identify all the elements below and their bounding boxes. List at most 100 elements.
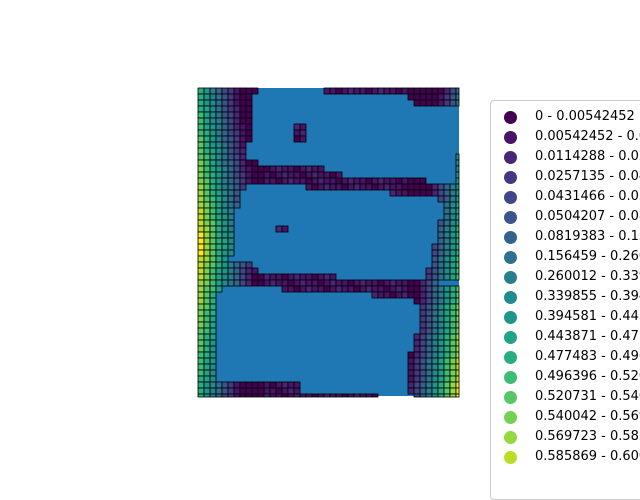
grid-cell — [443, 291, 451, 299]
grid-cell — [227, 243, 235, 251]
grid-cell — [443, 363, 451, 371]
grid-cell — [395, 291, 403, 299]
legend-label: 0.0257135 - 0.0431466 — [535, 169, 640, 184]
grid-cell — [371, 393, 379, 398]
grid-cell — [203, 135, 211, 143]
grid-cell — [221, 279, 229, 287]
grid-cell — [443, 183, 451, 191]
grid-cell — [413, 351, 421, 359]
grid-cell — [299, 285, 307, 293]
grid-cell — [233, 183, 241, 191]
grid-cell — [221, 135, 229, 143]
grid-cell — [221, 177, 229, 185]
grid-cell — [443, 339, 451, 347]
grid-cell — [437, 273, 445, 281]
grid-cell — [425, 267, 433, 275]
grid-cell — [419, 279, 427, 287]
grid-cell — [281, 171, 289, 179]
grid-cell — [275, 387, 283, 395]
legend-marker — [504, 331, 517, 344]
grid-cell — [431, 363, 439, 371]
grid-cell — [227, 261, 235, 269]
grid-cell — [371, 87, 379, 95]
grid-cell — [215, 213, 223, 221]
grid-map — [197, 87, 460, 398]
grid-cell — [443, 315, 451, 323]
grid-cell — [431, 291, 439, 299]
grid-cell — [239, 153, 247, 161]
grid-cell — [221, 153, 229, 161]
legend-label: 0.156459 - 0.260012 — [535, 249, 640, 264]
legend-marker — [504, 371, 517, 384]
grid-cell — [203, 171, 211, 179]
grid-cell — [449, 195, 457, 203]
grid-cell — [431, 309, 439, 317]
grid-cell — [437, 267, 445, 275]
grid-cell — [407, 369, 415, 377]
grid-cell — [287, 273, 295, 281]
grid-cell — [227, 87, 235, 95]
grid-cell — [449, 249, 457, 257]
grid-cell — [383, 177, 391, 185]
grid-cell — [293, 177, 301, 185]
grid-cell — [197, 93, 205, 101]
grid-cell — [449, 363, 457, 371]
grid-cell — [443, 285, 451, 293]
grid-cell — [413, 99, 421, 107]
grid-cell — [449, 99, 457, 107]
grid-cell — [389, 291, 397, 299]
grid-cell — [239, 159, 247, 167]
grid-cell — [215, 105, 223, 113]
grid-cell — [323, 393, 331, 398]
grid-cell — [215, 393, 223, 398]
grid-cell — [203, 333, 211, 341]
grid-cell — [353, 393, 361, 398]
grid-cell — [227, 381, 235, 389]
grid-cell — [455, 309, 460, 317]
grid-cell — [401, 177, 409, 185]
grid-cell — [197, 273, 205, 281]
grid-cell — [227, 183, 235, 191]
grid-cell — [341, 393, 349, 398]
grid-cell — [209, 321, 217, 329]
grid-cell — [305, 273, 313, 281]
legend-marker — [504, 231, 517, 244]
grid-cell — [203, 213, 211, 221]
grid-cell — [329, 393, 337, 398]
grid-cell — [209, 99, 217, 107]
grid-cell — [455, 327, 460, 335]
grid-cell — [209, 279, 217, 287]
grid-cell — [233, 117, 241, 125]
grid-cell — [389, 183, 397, 191]
legend: 0 - 0.00542452 0.00542452 - 0.0114288 0.01… — [490, 100, 640, 500]
grid-cell — [209, 183, 217, 191]
grid-cell — [245, 279, 253, 287]
grid-cell — [401, 285, 409, 293]
grid-cell — [197, 309, 205, 317]
grid-cell — [449, 291, 457, 299]
grid-cell — [449, 357, 457, 365]
grid-cell — [215, 159, 223, 167]
grid-cell — [455, 297, 460, 305]
grid-cell — [275, 165, 283, 173]
grid-cell — [437, 369, 445, 377]
legend-marker — [504, 151, 517, 164]
grid-cell — [431, 93, 439, 101]
grid-cell — [263, 165, 271, 173]
grid-cell — [395, 279, 403, 287]
grid-cell — [227, 117, 235, 125]
grid-cell — [287, 171, 295, 179]
grid-cell — [443, 381, 451, 389]
grid-cell — [293, 393, 301, 398]
grid-cell — [431, 243, 439, 251]
grid-cell — [233, 153, 241, 161]
grid-cell — [197, 141, 205, 149]
grid-cell — [449, 387, 457, 395]
grid-cell — [449, 321, 457, 329]
grid-cell — [227, 225, 235, 233]
grid-cell — [215, 243, 223, 251]
grid-cell — [221, 93, 229, 101]
grid-cell — [215, 387, 223, 395]
grid-cell — [437, 99, 445, 107]
grid-cell — [455, 387, 460, 395]
